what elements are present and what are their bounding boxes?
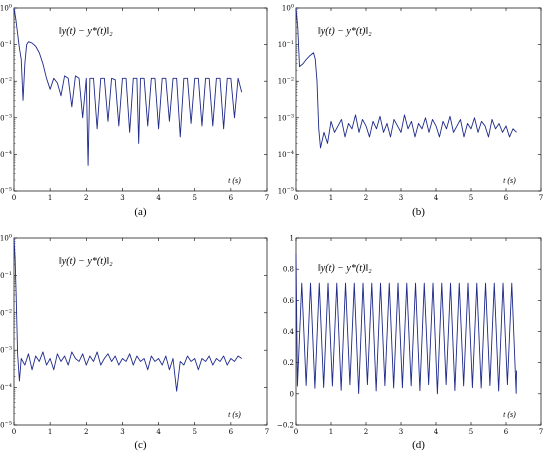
x-tick-label: 6 — [229, 428, 234, 436]
y-tick-label: 0.6 — [283, 297, 295, 305]
y-tick-label: 10−5 — [278, 187, 294, 196]
y-tick-label: 10−4 — [0, 383, 12, 392]
norm-annotation: ‖y(t) − y*(t)‖₂ — [318, 263, 372, 274]
x-tick-label: 5 — [469, 194, 473, 202]
y-tick-label: 100 — [0, 234, 12, 243]
y-tick-label: 0.4 — [283, 328, 295, 336]
x-tick-label: 3 — [120, 194, 124, 202]
x-tick-label: 1 — [329, 194, 333, 202]
x-tick-label: 5 — [192, 428, 196, 436]
x-axis-label: t (s) — [503, 176, 516, 185]
y-tick-label: 100 — [282, 4, 294, 13]
plot-frame — [295, 7, 542, 192]
x-tick-label: 2 — [364, 428, 368, 436]
y-tick-label: 10−3 — [0, 346, 12, 355]
x-tick-label: 4 — [156, 194, 161, 202]
y-tick-label: 10−3 — [0, 113, 12, 122]
y-tick-label: 10−1 — [0, 271, 12, 280]
y-tick-label: 10−5 — [0, 421, 12, 430]
y-tick-label: 0.2 — [283, 359, 294, 367]
panel-b: 0 1 2 3 4 5 6 7 10−5 10−4 10−3 10−2 10−1 100 ‖y(t) − y… — [278, 4, 544, 219]
x-tick-label: 2 — [84, 428, 88, 436]
y-tick-label: 0 — [290, 390, 294, 398]
x-tick-label: 7 — [539, 194, 543, 202]
x-tick-label: 7 — [265, 428, 269, 436]
series-line — [295, 7, 517, 149]
norm-annotation: ‖y(t) − y*(t)‖₂ — [318, 26, 372, 37]
x-tick-label: 6 — [504, 428, 509, 436]
x-tick-label: 0 — [12, 428, 16, 436]
x-tick-label: 0 — [12, 194, 16, 202]
panel-a: 0 1 2 3 4 5 6 7 10−5 10−4 10−3 10−2 10−1 100 ‖y(t) − y… — [0, 4, 269, 219]
x-tick-label: 5 — [192, 194, 196, 202]
series-line — [295, 253, 517, 395]
panel-label: (c) — [134, 439, 147, 451]
y-tick-label: 100 — [0, 4, 12, 13]
y-tick-label: 10−4 — [278, 150, 294, 159]
x-tick-label: 2 — [84, 194, 88, 202]
x-tick-label: 2 — [364, 194, 368, 202]
x-tick-label: 6 — [504, 194, 509, 202]
y-tick-label: 10−3 — [278, 113, 294, 122]
x-axis-label: t (s) — [503, 410, 516, 419]
x-tick-label: 6 — [229, 194, 234, 202]
x-tick-label: 7 — [265, 194, 269, 202]
x-tick-label: 0 — [294, 428, 298, 436]
series-line — [13, 7, 243, 166]
x-tick-label: 1 — [48, 194, 52, 202]
y-tick-label: −0.2 — [277, 422, 294, 430]
plot-frame — [13, 7, 268, 192]
x-axis-label: t (s) — [228, 176, 241, 185]
panel-c: 0 1 2 3 4 5 6 7 10−5 10−4 10−3 10−2 10−1 100 ‖y(t) − y… — [0, 234, 269, 452]
x-tick-label: 4 — [434, 428, 439, 436]
y-tick-label: 10−1 — [278, 40, 294, 49]
x-axis-label: t (s) — [228, 410, 241, 419]
x-tick-label: 7 — [539, 428, 543, 436]
y-tick-label: 1 — [290, 235, 294, 243]
series-line — [13, 237, 242, 392]
y-tick-label: 10−2 — [0, 308, 12, 317]
x-tick-label: 3 — [399, 428, 403, 436]
x-tick-label: 1 — [48, 428, 52, 436]
plot-frame — [13, 237, 268, 426]
norm-annotation: ‖y(t) − y*(t)‖₂ — [59, 26, 113, 37]
y-tick-label: 10−2 — [0, 77, 12, 86]
x-tick-label: 1 — [329, 428, 333, 436]
y-tick-label: 10−5 — [0, 187, 12, 196]
panel-label: (a) — [134, 206, 147, 218]
x-tick-label: 4 — [156, 428, 161, 436]
x-tick-label: 0 — [294, 194, 298, 202]
norm-annotation: ‖y(t) − y*(t)‖₂ — [59, 256, 113, 267]
y-tick-label: 10−4 — [0, 150, 12, 159]
x-tick-label: 3 — [120, 428, 124, 436]
y-tick-label: 10−1 — [0, 40, 12, 49]
y-tick-label: 10−2 — [278, 77, 294, 86]
y-tick-label: 0.8 — [283, 266, 294, 274]
x-tick-label: 5 — [469, 428, 473, 436]
panel-label: (d) — [412, 439, 425, 451]
panel-label: (b) — [412, 206, 425, 218]
panel-d: 0 1 2 3 4 5 6 7−0.200.20.40.60.81‖y(t) − y*(t)‖… — [277, 235, 543, 452]
x-tick-label: 3 — [399, 194, 403, 202]
x-tick-label: 4 — [434, 194, 439, 202]
